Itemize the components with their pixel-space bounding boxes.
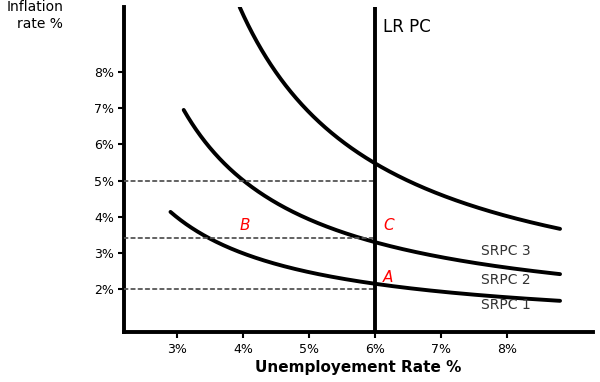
Text: A: A xyxy=(383,270,394,285)
Text: SRPC 2: SRPC 2 xyxy=(481,273,530,287)
Text: C: C xyxy=(383,218,394,233)
X-axis label: Unemployement Rate %: Unemployement Rate % xyxy=(256,360,462,375)
Text: SRPC 3: SRPC 3 xyxy=(481,244,530,258)
Text: SRPC 1: SRPC 1 xyxy=(481,298,530,312)
Text: B: B xyxy=(240,218,250,233)
Y-axis label: Inflation
rate %: Inflation rate % xyxy=(7,0,64,31)
Text: LR PC: LR PC xyxy=(383,18,431,36)
